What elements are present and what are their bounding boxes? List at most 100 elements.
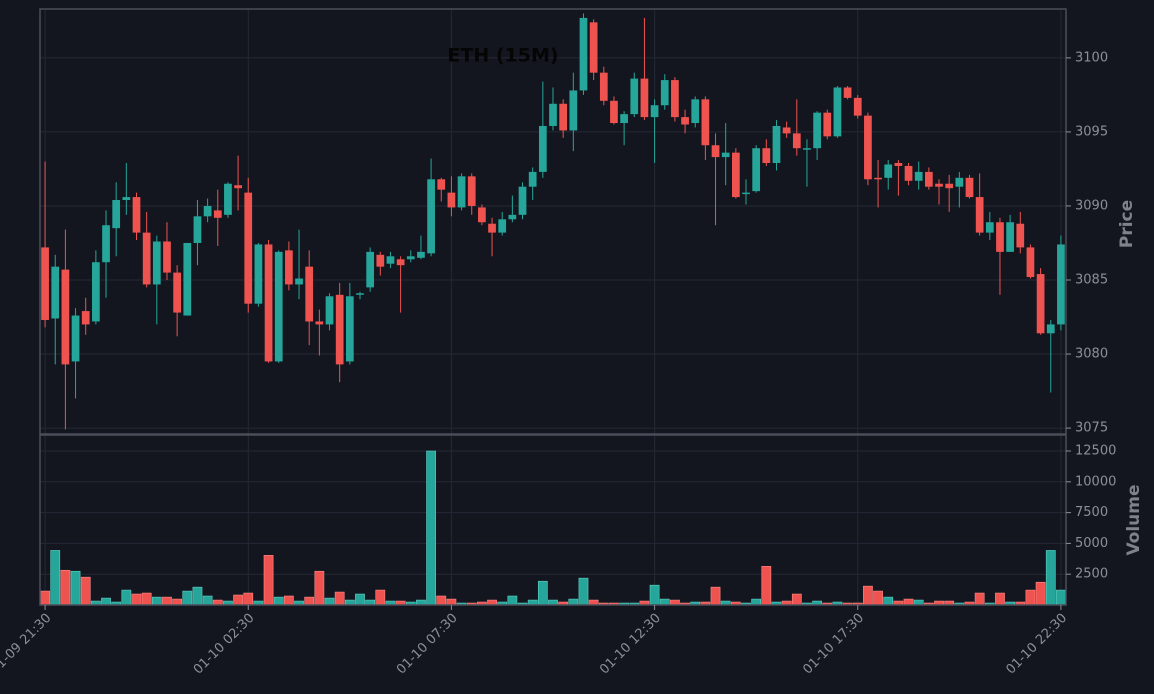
candle-body (478, 207, 486, 223)
volume-bar (446, 598, 457, 606)
candle-body (914, 171, 923, 181)
chart-title: ETH (15M) (447, 45, 558, 67)
candle-body (488, 223, 496, 233)
candle-body (721, 152, 730, 158)
volume-bar (324, 597, 335, 606)
candle-body (1006, 222, 1014, 252)
candle-body (366, 251, 375, 288)
candle-body (315, 321, 324, 325)
candle-body (528, 171, 537, 187)
candle-body (71, 315, 80, 362)
candle-body (731, 152, 740, 198)
candle-body (660, 80, 669, 106)
volume-bar (263, 555, 274, 606)
candle-body (935, 183, 943, 187)
volume-bar (121, 589, 132, 606)
volume-bar (578, 577, 589, 606)
candle-body (498, 219, 507, 233)
candle-body (1016, 223, 1025, 248)
candle-body (742, 192, 750, 195)
candle-body (833, 87, 842, 137)
candle-body (813, 112, 821, 149)
volume-bar (1056, 589, 1066, 606)
plot-layer (40, 9, 1066, 606)
volume-bar (70, 570, 81, 606)
candle-body (92, 262, 100, 322)
volume-bar (202, 595, 213, 606)
y-tick-label: 3095 (1075, 124, 1108, 139)
candle-body (264, 244, 273, 362)
candle-body (792, 133, 801, 149)
candle-body (335, 294, 344, 365)
candle-body (51, 266, 60, 319)
candle-body (985, 222, 994, 233)
volume-bar (355, 593, 365, 606)
candle-body (864, 115, 872, 180)
candle-body (762, 148, 771, 164)
candle-body (518, 186, 527, 215)
candle-body (132, 197, 141, 233)
candle-body (1026, 247, 1035, 278)
candle-body (853, 97, 862, 116)
candle-body (234, 185, 242, 189)
candle-body (803, 148, 811, 150)
candle-body (122, 197, 131, 201)
volume-bar (649, 584, 660, 606)
volume-bar (659, 598, 670, 606)
volume-panel-frame (39, 434, 1067, 606)
candle-body (955, 177, 964, 187)
candle-body (173, 272, 181, 313)
y-tick-label: 7500 (1075, 505, 1108, 520)
price-axis-label: Price (1117, 200, 1137, 248)
candle-body (61, 269, 70, 365)
candle-body (701, 99, 710, 146)
y-tick-label: 3075 (1075, 421, 1108, 436)
candle-body (711, 145, 720, 158)
y-tick-label: 3085 (1075, 272, 1108, 287)
candle-body (345, 296, 354, 362)
candle-body (193, 216, 202, 243)
candle-body (437, 179, 446, 190)
volume-bar (172, 598, 183, 606)
volume-bar (233, 594, 243, 606)
candle-body (752, 148, 761, 192)
candle-body (244, 192, 253, 304)
volume-bar (873, 590, 883, 606)
candle-body (447, 192, 456, 208)
candle-body (538, 125, 547, 172)
price-panel-frame (39, 8, 1067, 435)
candle-body (295, 278, 303, 285)
candle-body (305, 266, 314, 322)
volume-bar (436, 595, 447, 606)
candle-body (589, 22, 598, 73)
volume-bar (192, 586, 203, 606)
volume-bar (761, 566, 772, 606)
candle-body (254, 244, 263, 304)
candle-body (884, 164, 893, 178)
volume-bar (60, 569, 71, 606)
volume-bar (903, 598, 914, 606)
candle-body (691, 99, 700, 124)
candle-body (772, 125, 781, 164)
candle-body (782, 127, 791, 134)
candle-body (41, 247, 49, 320)
y-tick-label: 12500 (1075, 444, 1116, 459)
candle-body (1057, 244, 1065, 325)
candle-body (1036, 274, 1045, 334)
candle-body (396, 259, 405, 266)
volume-bar (131, 593, 142, 606)
candle-body (102, 225, 110, 263)
candle-body (417, 251, 425, 258)
candle-body (559, 103, 568, 131)
volume-bar (1025, 589, 1036, 606)
candle-body (610, 100, 618, 124)
candle-body (163, 241, 171, 273)
volume-bar (537, 580, 548, 606)
candle-body (152, 241, 161, 285)
candle-body (508, 214, 517, 220)
volume-bar (284, 595, 294, 606)
candle-body (467, 176, 476, 206)
candle-body (356, 293, 364, 295)
candle-body (894, 163, 903, 166)
volume-bar (304, 596, 315, 606)
